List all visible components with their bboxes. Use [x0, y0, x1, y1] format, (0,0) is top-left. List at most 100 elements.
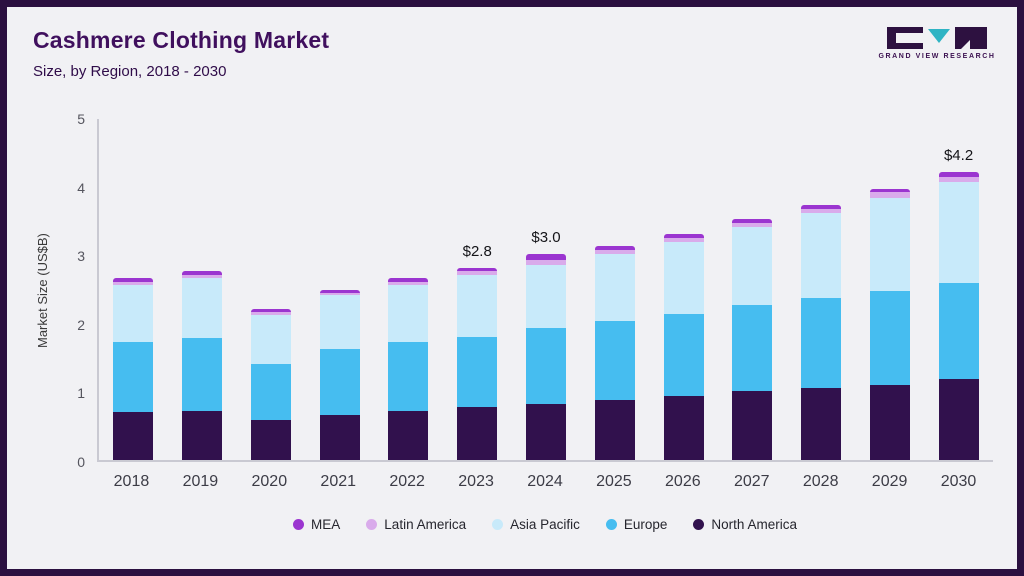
- bar-segment-latin-america-2018: [113, 281, 154, 286]
- bar-segment-latin-america-2024: [525, 259, 566, 265]
- bar-segment-latin-america-2022: [388, 281, 429, 286]
- x-tick-2025: 2025: [596, 473, 632, 490]
- x-tick-2022: 2022: [389, 473, 425, 490]
- bar-2026: [649, 119, 718, 460]
- y-tick-4: 4: [77, 179, 85, 196]
- value-label-2023: $2.8: [462, 242, 492, 260]
- bar-segment-mea-2027: [732, 218, 773, 223]
- bar-segment-europe-2029: [869, 290, 910, 385]
- bar-segment-europe-2026: [663, 313, 704, 397]
- bar-segment-mea-2018: [113, 278, 154, 282]
- bar-2030: $4.2: [924, 119, 993, 460]
- bar-segment-latin-america-2027: [732, 222, 773, 227]
- bar-2021: [305, 119, 374, 460]
- bar-2025: [580, 119, 649, 460]
- bar-segment-latin-america-2020: [250, 311, 291, 315]
- legend-item-europe: Europe: [605, 517, 668, 532]
- bar-segment-mea-2024: [525, 254, 566, 260]
- bar-column-2021: [319, 289, 360, 460]
- x-tick-2030: 2030: [940, 473, 977, 490]
- brand-logo-text: GRAND VIEW RESEARCH: [878, 53, 996, 60]
- bar-segment-mea-2021: [319, 289, 360, 293]
- bar-column-2023: [457, 267, 498, 460]
- legend-dot-asia-pacific: [492, 519, 504, 530]
- x-tick-2027: 2027: [733, 473, 770, 490]
- bar-segment-europe-2018: [113, 342, 154, 412]
- bar-2020: [237, 119, 306, 460]
- bar-segment-asia-pacific-2027: [732, 226, 773, 305]
- x-tick-2021: 2021: [320, 473, 357, 490]
- bar-segment-europe-2024: [525, 328, 566, 404]
- bar-segment-north-america-2019: [182, 410, 223, 460]
- x-tick-2018: 2018: [113, 473, 150, 490]
- bar-segment-europe-2019: [182, 337, 223, 411]
- x-tick-2019: 2019: [182, 473, 219, 490]
- bar-segment-north-america-2025: [594, 400, 635, 460]
- page-subtitle: Size, by Region, 2018 - 2030: [33, 63, 227, 80]
- legend-label-north-america: North America: [711, 517, 797, 532]
- legend-item-north-america: North America: [693, 517, 797, 532]
- bar-segment-north-america-2020: [250, 420, 291, 460]
- bar-segment-north-america-2023: [457, 407, 498, 460]
- bar-segment-asia-pacific-2018: [113, 285, 154, 343]
- gvr-logo-icon: [887, 27, 987, 49]
- legend-label-europe: Europe: [623, 517, 668, 532]
- bar-segment-europe-2025: [594, 321, 635, 401]
- legend-item-asia-pacific: Asia Pacific: [492, 517, 580, 532]
- bar-2019: [168, 119, 237, 460]
- page-title: Cashmere Clothing Market: [33, 27, 330, 53]
- bar-segment-latin-america-2025: [594, 250, 635, 255]
- y-tick-0: 0: [77, 454, 85, 470]
- bar-segment-north-america-2028: [801, 387, 842, 460]
- bar-segment-mea-2022: [388, 278, 429, 282]
- bar-segment-north-america-2021: [319, 414, 360, 460]
- x-tick-2020: 2020: [251, 473, 288, 490]
- bar-segment-mea-2023: [457, 267, 498, 272]
- plot-area: $2.8 $3.0 $4.2: [97, 119, 993, 462]
- bar-segment-north-america-2018: [113, 411, 154, 460]
- header: Cashmere Clothing Market Size, by Region…: [33, 27, 994, 80]
- bar-segment-asia-pacific-2022: [388, 285, 429, 343]
- bar-segment-mea-2020: [250, 309, 291, 312]
- legend-dot-mea: [293, 519, 305, 530]
- bar-segment-mea-2019: [182, 271, 223, 275]
- bar-segment-europe-2030: [938, 283, 979, 380]
- bar-segment-asia-pacific-2020: [250, 314, 291, 364]
- legend-dot-europe: [605, 519, 617, 530]
- bar-segment-europe-2021: [319, 348, 360, 415]
- y-tick-3: 3: [77, 248, 85, 265]
- bar-segment-asia-pacific-2025: [594, 254, 635, 322]
- bar-segment-north-america-2026: [663, 396, 704, 460]
- bar-segment-europe-2020: [250, 363, 291, 421]
- value-label-2024: $3.0: [531, 229, 561, 247]
- bar-segment-north-america-2029: [869, 384, 910, 460]
- y-tick-1: 1: [77, 385, 85, 402]
- bar-segment-mea-2026: [663, 233, 704, 238]
- bar-segment-north-america-2024: [525, 403, 566, 460]
- bar-segment-north-america-2030: [938, 379, 979, 460]
- bar-segment-asia-pacific-2024: [525, 264, 566, 329]
- bar-segment-asia-pacific-2021: [319, 295, 360, 349]
- bar-segment-europe-2027: [732, 304, 773, 392]
- bar-segment-latin-america-2023: [457, 271, 498, 275]
- y-tick-5: 5: [77, 111, 85, 127]
- bar-segment-latin-america-2021: [319, 292, 360, 296]
- legend-label-asia-pacific: Asia Pacific: [510, 517, 580, 532]
- bar-2029: [855, 119, 924, 460]
- bar-segment-asia-pacific-2019: [182, 278, 223, 338]
- bar-segment-north-america-2022: [388, 410, 429, 460]
- chart-legend: MEA Latin America Asia Pacific Europe North …: [97, 517, 993, 532]
- bar-segment-europe-2023: [457, 336, 498, 408]
- x-axis-labels: 2018 2019 2020 2021 2022 2023 2024 2025 2026 2027…: [97, 473, 993, 491]
- bar-column-2026: [663, 233, 704, 460]
- bar-column-2027: [732, 218, 773, 460]
- x-tick-2026: 2026: [665, 473, 701, 490]
- y-axis-label: Market Size (US$B): [35, 233, 50, 348]
- bar-segment-latin-america-2028: [801, 208, 842, 214]
- bar-2028: [787, 119, 856, 460]
- legend-item-mea: MEA: [293, 517, 340, 532]
- bar-column-2030: [938, 171, 979, 460]
- bar-segment-mea-2029: [869, 189, 910, 193]
- legend-dot-latin-america: [366, 519, 378, 530]
